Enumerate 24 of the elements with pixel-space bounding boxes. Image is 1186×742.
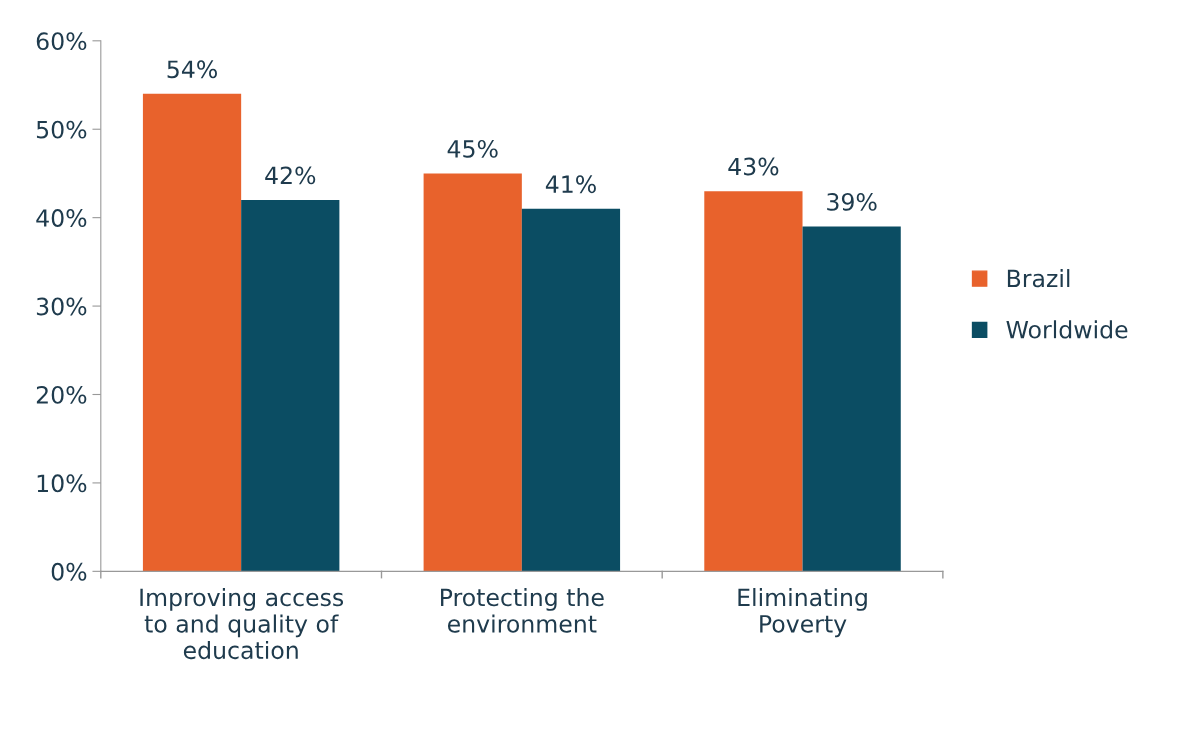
data-label: 42% — [265, 166, 316, 185]
bar — [704, 191, 803, 572]
x-tick-label: Eliminating Poverty — [738, 588, 867, 638]
y-tick-label: 10% — [37, 474, 87, 493]
legend-label: Brazil — [1007, 269, 1070, 288]
bar — [423, 173, 522, 572]
bar — [142, 93, 242, 572]
legend-label: Worldwide — [1006, 320, 1128, 339]
data-label: 43% — [728, 157, 779, 176]
y-tick-label: 30% — [36, 297, 87, 316]
bar — [802, 226, 901, 572]
x-tick-label: Improving access to and quality of education — [140, 588, 344, 660]
data-label: 39% — [827, 192, 877, 211]
bar — [241, 199, 340, 572]
y-tick-label: 40% — [36, 209, 87, 227]
y-tick-label: 60% — [36, 32, 87, 51]
data-label: 54% — [167, 60, 217, 79]
data-label: 45% — [447, 139, 498, 158]
y-tick-label: 0% — [51, 562, 87, 581]
y-tick-label: 20% — [36, 385, 87, 404]
bar — [521, 208, 621, 572]
data-label: 41% — [545, 175, 596, 194]
y-tick-label: 50% — [36, 120, 87, 139]
x-tick-label: Protecting the environment — [441, 588, 604, 633]
